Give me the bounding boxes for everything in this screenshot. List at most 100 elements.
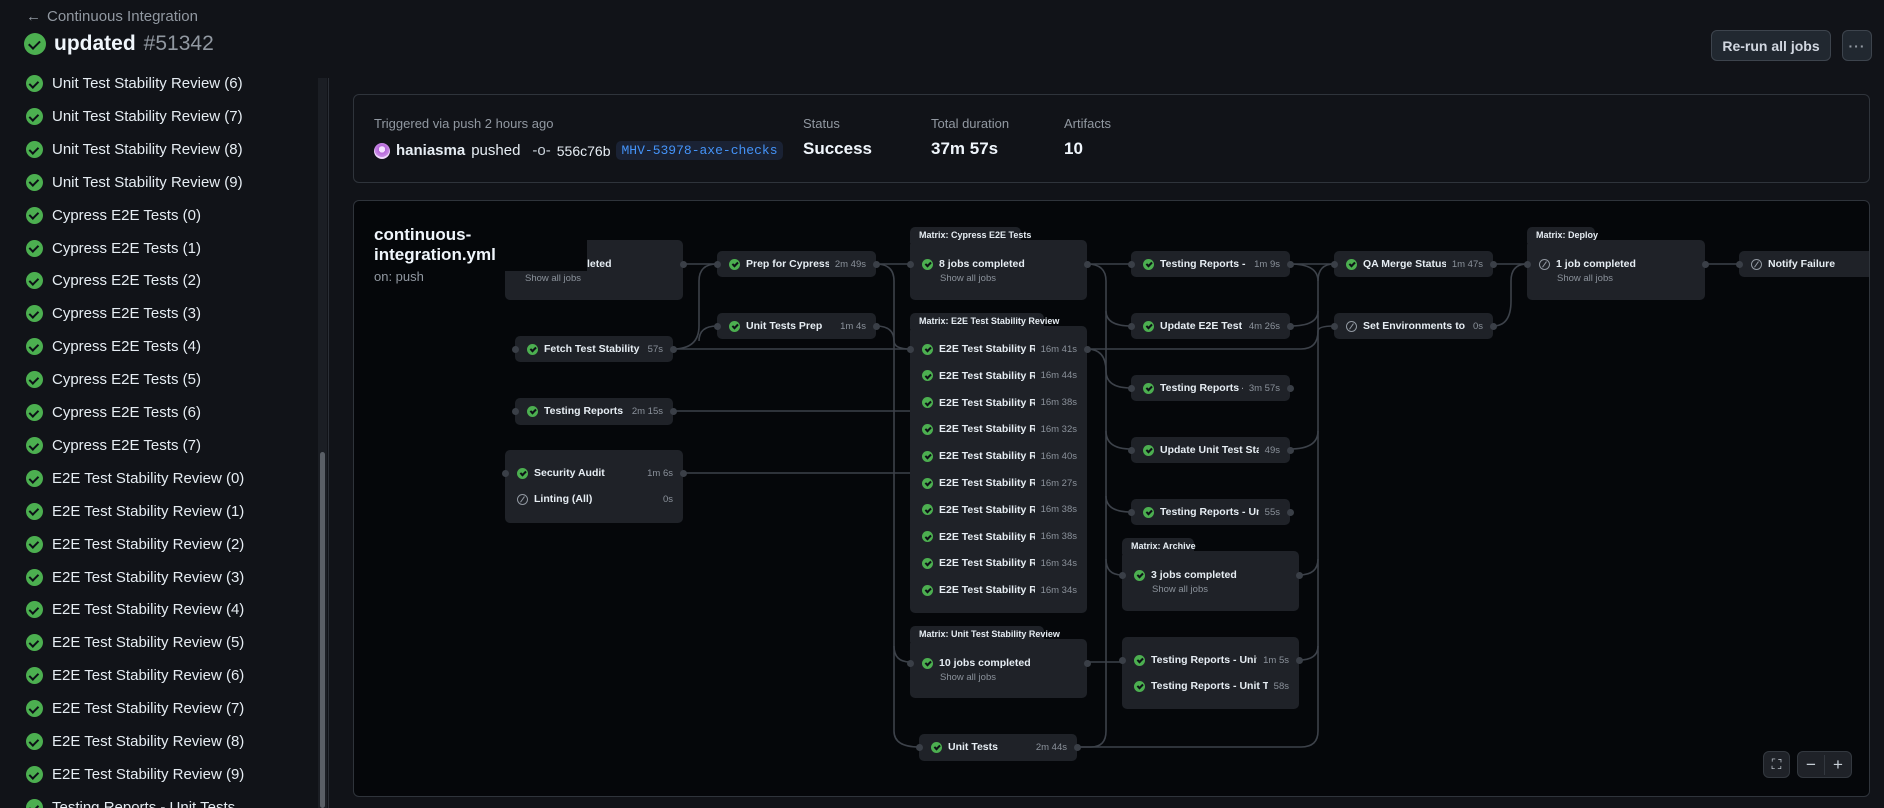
sidebar-job-item[interactable]: E2E Test Stability Review (7) [26, 700, 244, 718]
job-node[interactable]: Prep for Cypress Tests 2m 49s [713, 251, 880, 277]
job-node[interactable]: Fetch Test Stability Allow ... 57s [511, 336, 677, 362]
job-row[interactable]: E2E Test Stability Rev... 16m 38s [922, 530, 1077, 544]
job-row[interactable]: Linting (All) 0s [517, 492, 673, 506]
job-row[interactable]: Testing Reports - Unit T... 1m 5s [1134, 653, 1289, 667]
job-row[interactable]: QA Merge Status 1m 47s [1346, 257, 1483, 271]
skipped-icon [1539, 258, 1550, 270]
zoom-out-button[interactable]: − [1798, 754, 1825, 775]
more-options-button[interactable]: ··· [1842, 30, 1872, 61]
connector-dot [1127, 384, 1135, 392]
job-node[interactable]: Testing Reports - E2E ... 3m 57s [1127, 375, 1294, 401]
job-name: E2E Test Stability Rev... [939, 369, 1035, 382]
show-all-jobs-link[interactable]: Show all jobs [1152, 584, 1208, 595]
connector-dot [1286, 384, 1294, 392]
job-row[interactable]: 10 jobs completed [922, 656, 1077, 670]
sidebar-job-item[interactable]: E2E Test Stability Review (1) [26, 502, 244, 520]
job-row[interactable]: E2E Test Stability Rev... 16m 34s [922, 583, 1077, 597]
rerun-all-jobs-button[interactable]: Re-run all jobs [1711, 30, 1831, 61]
sidebar-job-item[interactable]: Cypress E2E Tests (1) [26, 239, 201, 257]
job-row[interactable]: Testing Reports Prep 2m 15s [527, 404, 663, 418]
job-row[interactable]: E2E Test Stability Rev... 16m 34s [922, 556, 1077, 570]
sidebar-job-item[interactable]: Cypress E2E Tests (2) [26, 272, 201, 290]
fullscreen-button[interactable]: ⛶ [1763, 751, 1790, 778]
sidebar-job-item[interactable]: Cypress E2E Tests (3) [26, 305, 201, 323]
job-row[interactable]: Unit Tests 2m 44s [931, 740, 1067, 754]
sidebar-job-item[interactable]: Cypress E2E Tests (7) [26, 436, 201, 454]
job-row[interactable]: E2E Test Stability Revi... 16m 32s [922, 422, 1077, 436]
job-node[interactable]: Update E2E Test Stabil... 4m 26s [1127, 313, 1294, 339]
sidebar-job-item[interactable]: Unit Test Stability Review (6) [26, 75, 243, 92]
success-icon [26, 502, 43, 520]
job-row[interactable]: Update Unit Test Stability ... 49s [1143, 443, 1280, 457]
job-row[interactable]: 8 jobs completed [922, 257, 1077, 271]
sidebar-job-item[interactable]: E2E Test Stability Review (6) [26, 667, 244, 685]
job-row[interactable]: Update E2E Test Stabil... 4m 26s [1143, 319, 1280, 333]
job-node[interactable]: Testing Reports - Cypre... 1m 9s [1127, 251, 1294, 277]
job-row[interactable]: Testing Reports - E2E ... 3m 57s [1143, 381, 1280, 395]
job-row[interactable]: E2E Test Stability Revi... 16m 27s [922, 476, 1077, 490]
job-row[interactable]: Unit Tests Prep 1m 4s [729, 319, 866, 333]
sidebar-job-item[interactable]: Cypress E2E Tests (4) [26, 338, 201, 356]
job-row[interactable]: E2E Test Stability Rev... 16m 38s [922, 396, 1077, 410]
job-row[interactable]: Security Audit 1m 6s [517, 466, 673, 480]
sidebar-scrollbar-track[interactable] [318, 78, 327, 808]
edge [875, 263, 920, 748]
sidebar-job-item[interactable]: Cypress E2E Tests (5) [26, 371, 201, 389]
artifacts-value[interactable]: 10 [1064, 139, 1083, 158]
sidebar-job-item[interactable]: E2E Test Stability Review (2) [26, 535, 244, 553]
job-row[interactable]: Testing Reports - Unit Tes... 58s [1134, 679, 1289, 693]
job-node[interactable]: Testing Reports Prep 2m 15s [511, 398, 677, 425]
job-node[interactable]: Unit Tests 2m 44s [915, 734, 1081, 761]
sidebar-job-label: E2E Test Stability Review (0) [52, 469, 245, 487]
sidebar-job-item[interactable]: Testing Reports - Unit Tests [26, 798, 235, 808]
job-node[interactable]: Set Environments to Deploy 0s [1330, 313, 1497, 339]
sidebar-job-item[interactable]: E2E Test Stability Review (4) [26, 601, 244, 619]
connector-dot [679, 469, 687, 477]
job-row[interactable]: 1 job completed [1539, 257, 1695, 271]
show-all-jobs-link[interactable]: Show all jobs [1557, 273, 1613, 284]
sidebar-job-item[interactable]: E2E Test Stability Review (8) [26, 733, 244, 750]
job-row[interactable]: E2E Test Stability Rev... 16m 44s [922, 369, 1077, 383]
job-row[interactable]: Fetch Test Stability Allow ... 57s [527, 342, 663, 356]
connector-dot [1330, 322, 1338, 330]
back-link[interactable]: ← Continuous Integration [26, 8, 198, 25]
job-row[interactable]: E2E Test Stability Revi... 16m 41s [922, 342, 1077, 356]
show-all-jobs-link[interactable]: Show all jobs [940, 273, 996, 284]
show-all-jobs-link[interactable]: Show all jobs [940, 672, 996, 683]
workflow-file-name[interactable]: continuous-integration.yml [374, 225, 496, 264]
job-row[interactable]: E2E Test Stability Rev... 16m 38s [922, 503, 1077, 517]
success-icon [1134, 654, 1145, 666]
zoom-in-button[interactable]: + [1833, 754, 1843, 774]
edge [1086, 348, 1132, 389]
sidebar-job-item[interactable]: Unit Test Stability Review (7) [26, 107, 243, 125]
job-node[interactable]: QA Merge Status 1m 47s [1330, 251, 1497, 277]
sidebar-job-item[interactable]: E2E Test Stability Review (3) [26, 568, 244, 586]
job-node[interactable]: Unit Tests Prep 1m 4s [713, 313, 880, 339]
job-row[interactable]: Notify Failure [1751, 257, 1869, 271]
sidebar-scrollbar-thumb[interactable] [320, 452, 325, 808]
sidebar-job-item[interactable]: Cypress E2E Tests (0) [26, 206, 201, 224]
sidebar-job-item[interactable]: Unit Test Stability Review (8) [26, 140, 243, 158]
branch-label[interactable]: MHV-53978-axe-checks [616, 141, 783, 160]
commit-sha[interactable]: 556c76b [556, 142, 611, 159]
sidebar-job-item[interactable]: Unit Test Stability Review (9) [26, 173, 243, 191]
job-node[interactable]: Notify Failure [1735, 251, 1869, 277]
job-row[interactable]: leted [587, 257, 673, 271]
sidebar-job-item[interactable]: Cypress E2E Tests (6) [26, 404, 201, 421]
sidebar-job-item[interactable]: E2E Test Stability Review (0) [26, 469, 245, 487]
sidebar-job-item[interactable]: E2E Test Stability Review (5) [26, 634, 244, 652]
job-row[interactable]: E2E Test Stability Rev... 16m 40s [922, 449, 1077, 463]
connector-dot [1073, 744, 1081, 751]
job-row[interactable]: Prep for Cypress Tests 2m 49s [729, 257, 866, 271]
job-row[interactable]: Testing Reports - Cypre... 1m 9s [1143, 257, 1280, 271]
sidebar-job-item[interactable]: E2E Test Stability Review (9) [26, 765, 244, 783]
show-all-jobs-link[interactable]: Show all jobs [525, 273, 581, 284]
job-row[interactable]: 3 jobs completed [1134, 568, 1289, 582]
job-node[interactable]: Update Unit Test Stability ... 49s [1127, 437, 1294, 463]
job-row[interactable]: Set Environments to Deploy 0s [1346, 319, 1483, 333]
avatar[interactable] [374, 142, 390, 159]
job-row[interactable]: Testing Reports - Unit Tes... 55s [1143, 505, 1280, 519]
success-icon [26, 305, 43, 323]
actor-name[interactable]: haniasma [396, 142, 466, 159]
job-node[interactable]: Testing Reports - Unit Tes... 55s [1127, 499, 1294, 525]
